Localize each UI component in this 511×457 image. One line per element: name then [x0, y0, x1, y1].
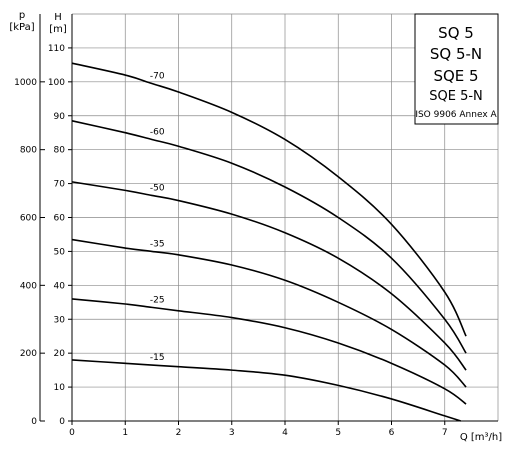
- axes: [39, 14, 498, 425]
- y2-tick-label: 400: [20, 281, 37, 291]
- y-tick-label: 0: [59, 417, 65, 427]
- labels: 0 1 2 3 4 5 6 701020304050607080901001100200400…: [9, 10, 502, 443]
- x-tick-label: 4: [282, 428, 288, 438]
- curve-minus-70: [71, 62, 467, 337]
- curve-minus-50: [71, 181, 467, 371]
- y-tick-label: 10: [54, 383, 66, 393]
- y-tick-label: 60: [54, 214, 66, 224]
- x-tick-label: 0: [69, 428, 75, 438]
- curve-minus-35: [71, 238, 467, 388]
- curve-label: -50: [150, 183, 165, 193]
- y2-tick-label: 600: [20, 214, 37, 224]
- x-tick-label: 2: [176, 428, 182, 438]
- y-tick-label: 80: [54, 146, 66, 156]
- y-tick-label: 30: [54, 315, 66, 325]
- title-box: SQ 5 SQ 5-N SQE 5 SQE 5-N ISO 9906 Annex…: [414, 13, 499, 125]
- title-line-4: SQE 5-N: [429, 89, 483, 104]
- y2-tick-label: 1000: [14, 78, 37, 88]
- title-line-2: SQ 5-N: [430, 45, 482, 63]
- x-axis-title: Q [m³/h]: [460, 432, 502, 443]
- y-tick-label: 110: [48, 44, 65, 54]
- x-tick-label: 7: [442, 428, 448, 438]
- y-tick-label: 90: [54, 112, 66, 122]
- title-line-3: SQE 5: [433, 67, 478, 85]
- y-tick-label: 100: [48, 78, 65, 88]
- grid: [72, 13, 499, 421]
- y2-tick-label: 200: [20, 349, 37, 359]
- y-tick-label: 40: [54, 281, 66, 291]
- x-tick-label: 3: [229, 428, 235, 438]
- x-tick-label: 5: [335, 428, 341, 438]
- y-tick-label: 20: [54, 349, 66, 359]
- curve-label: -15: [150, 353, 165, 363]
- curve-label: -70: [150, 72, 165, 82]
- curve-minus-25: [71, 298, 467, 405]
- x-tick-label: 6: [389, 428, 395, 438]
- curve-label: -60: [150, 127, 165, 137]
- curve-label: -35: [150, 239, 165, 249]
- y-tick-label: 50: [54, 247, 66, 257]
- x-tick-label: 1: [122, 428, 128, 438]
- y-tick-label: 70: [54, 180, 66, 190]
- y-axis-title: H: [54, 12, 62, 23]
- curve-minus-60: [71, 120, 467, 354]
- y2-tick-label: 800: [20, 146, 37, 156]
- curve-label: -25: [150, 295, 165, 305]
- y2-tick-label: 0: [31, 417, 37, 427]
- title-line-5: ISO 9906 Annex A: [415, 110, 497, 120]
- y-axis-unit: [m]: [49, 24, 67, 35]
- y2-axis-unit: [kPa]: [9, 22, 34, 33]
- title-line-1: SQ 5: [438, 24, 474, 42]
- y2-axis-title: p: [19, 10, 25, 21]
- curve-minus-15: [71, 359, 461, 422]
- curves: [71, 62, 467, 422]
